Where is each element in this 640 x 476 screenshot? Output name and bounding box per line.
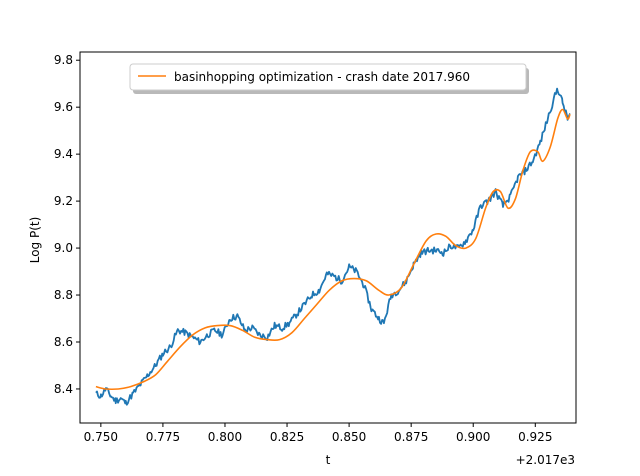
y-tick-label: 8.8 (54, 288, 73, 302)
x-tick-label: 0.875 (394, 430, 428, 444)
fit-series-line (95, 108, 571, 391)
y-tick-label: 9.6 (54, 100, 73, 114)
legend-entry: basinhopping optimization - crash date 2… (174, 70, 470, 84)
price-series-line (95, 87, 571, 406)
y-tick-label: 8.4 (54, 382, 73, 396)
x-tick-label: 0.825 (270, 430, 304, 444)
x-axis-offset-label: +2.017e3 (516, 453, 575, 467)
y-axis-label: Log P(t) (28, 217, 42, 264)
x-tick-label: 0.775 (146, 430, 180, 444)
axes-frame (79, 51, 577, 424)
x-tick-label: 0.750 (84, 430, 118, 444)
y-axis-ticks: 8.4 8.6 8.8 9.0 9.2 9.4 9.6 9.8 (54, 53, 80, 396)
x-axis-ticks: 0.750 0.775 0.800 0.825 0.850 0.875 0.900 0.925 (84, 423, 552, 444)
y-tick-label: 9.0 (54, 241, 73, 255)
y-tick-label: 8.6 (54, 335, 73, 349)
y-tick-label: 9.2 (54, 194, 73, 208)
x-tick-label: 0.850 (332, 430, 366, 444)
x-axis-label: t (326, 453, 331, 467)
y-tick-label: 9.4 (54, 147, 73, 161)
x-tick-label: 0.900 (456, 430, 490, 444)
legend: basinhopping optimization - crash date 2… (129, 63, 529, 94)
x-tick-label: 0.800 (208, 430, 242, 444)
plot-lines (95, 87, 571, 406)
legend-box (129, 63, 527, 91)
y-tick-label: 9.8 (54, 53, 73, 67)
x-tick-label: 0.925 (518, 430, 552, 444)
